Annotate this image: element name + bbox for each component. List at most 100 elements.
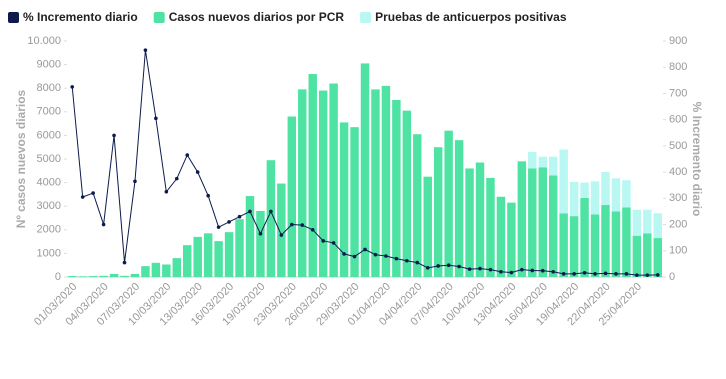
- bar: [517, 161, 527, 277]
- bar: [130, 273, 140, 277]
- line-point: [582, 271, 587, 275]
- line-point: [185, 153, 190, 157]
- bar: [214, 241, 223, 277]
- line-point: [593, 272, 597, 276]
- bar: [224, 232, 234, 277]
- line-point: [635, 273, 639, 277]
- bar: [318, 90, 328, 277]
- bar: [162, 264, 171, 277]
- bar: [277, 183, 286, 277]
- line-point: [352, 254, 357, 259]
- y2-tick-label: 400: [669, 166, 687, 178]
- line-point: [112, 133, 116, 138]
- y-tick-label: 6000: [37, 129, 61, 141]
- bar: [99, 275, 108, 277]
- line-point: [384, 254, 388, 258]
- legend-label: % Incremento diario: [23, 10, 138, 24]
- bar: [444, 130, 453, 277]
- bar: [569, 181, 579, 217]
- line-point: [80, 195, 85, 199]
- bar: [496, 196, 506, 277]
- legend-swatch: [8, 12, 19, 23]
- bar: [622, 207, 631, 277]
- line-point: [499, 269, 503, 274]
- line-point: [174, 176, 179, 181]
- bar: [632, 235, 642, 277]
- line-point: [227, 220, 231, 224]
- y-tick-label: 3000: [37, 200, 61, 212]
- line-point: [206, 193, 210, 198]
- bar: [538, 156, 547, 168]
- bar: [601, 205, 610, 277]
- bar: [109, 273, 119, 277]
- bar: [454, 140, 464, 277]
- bar: [632, 209, 642, 236]
- bar: [360, 63, 370, 277]
- bar: [339, 122, 349, 277]
- bar: [308, 74, 317, 277]
- y-tick-label: 9000: [37, 59, 61, 71]
- line-point: [195, 170, 200, 174]
- y2-tick-label: 700: [669, 87, 687, 99]
- line-point: [488, 267, 493, 272]
- y-tick-label: 1000: [37, 247, 61, 259]
- bar: [433, 147, 443, 277]
- line-point: [446, 263, 451, 268]
- bar: [413, 134, 422, 277]
- y-tick-label: 5000: [37, 153, 61, 165]
- y-tick-label: 8000: [37, 82, 61, 94]
- y2-tick-label: 200: [669, 218, 687, 230]
- bar: [528, 151, 537, 169]
- line-point: [478, 266, 482, 271]
- bar: [235, 219, 244, 277]
- bar: [151, 262, 161, 277]
- bar: [371, 89, 380, 277]
- bar: [643, 233, 652, 277]
- bar: [559, 213, 568, 277]
- line-point: [561, 272, 566, 276]
- line-point: [331, 241, 336, 245]
- bar: [78, 276, 87, 277]
- bar: [287, 116, 297, 278]
- line-point: [436, 264, 440, 268]
- line-point: [290, 222, 294, 227]
- line-point: [143, 48, 148, 52]
- y-tick-label: 4000: [37, 177, 61, 189]
- line-point: [603, 271, 608, 276]
- line-point: [645, 273, 650, 277]
- legend-swatch: [153, 12, 165, 23]
- bar: [141, 266, 150, 277]
- y2-tick-label: 600: [669, 114, 687, 126]
- legend-label: Casos nuevos diarios por PCR: [169, 10, 345, 24]
- bar: [245, 196, 255, 277]
- bar: [590, 181, 600, 215]
- y2-tick-label: 100: [669, 245, 687, 257]
- bar: [601, 171, 610, 206]
- bar: [203, 233, 213, 277]
- line-point: [394, 256, 399, 261]
- bar: [402, 110, 412, 278]
- bar: [548, 175, 558, 277]
- line-point: [624, 272, 629, 276]
- bar: [559, 149, 568, 214]
- bar: [193, 236, 202, 277]
- line-point: [551, 269, 556, 274]
- bar: [68, 276, 77, 277]
- bar: [643, 209, 652, 234]
- bar: [256, 210, 265, 277]
- bar: [329, 83, 338, 277]
- bar: [590, 214, 600, 277]
- line-point: [164, 189, 169, 194]
- line-point: [154, 116, 158, 121]
- line-point: [520, 267, 524, 272]
- bar: [120, 275, 129, 277]
- line-point: [279, 233, 284, 237]
- bar: [475, 162, 485, 277]
- y2-axis-title: % Incremento diario: [690, 102, 704, 217]
- bar: [172, 258, 182, 277]
- bar: [465, 168, 474, 277]
- bar: [538, 167, 547, 277]
- bar: [580, 197, 589, 277]
- y-tick-label: 0: [55, 271, 61, 283]
